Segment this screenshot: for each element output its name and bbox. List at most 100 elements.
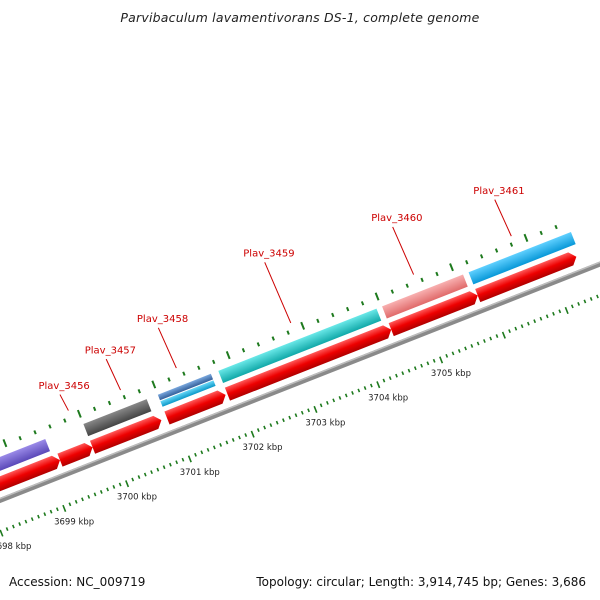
kbp-tick — [583, 299, 587, 304]
kbp-tick — [219, 442, 223, 447]
kbp-tick — [577, 301, 581, 306]
genome-backbone-highlight — [0, 222, 600, 517]
kbp-tick — [244, 433, 248, 437]
kbp-tick — [526, 321, 530, 326]
kbp-tick — [451, 351, 455, 356]
outer-tick — [256, 342, 261, 347]
kbp-tick — [501, 331, 506, 339]
kbp-tick — [307, 408, 310, 413]
kbp-tick — [125, 480, 130, 488]
svg-text:3704 kbp: 3704 kbp — [368, 394, 408, 404]
outer-tick — [346, 306, 350, 312]
outer-tick — [225, 351, 231, 360]
kbp-tick — [225, 440, 229, 445]
kbp-label: 3705 kbp — [431, 369, 471, 379]
genome-summary-text: Topology: circular; Length: 3,914,745 bp… — [256, 575, 586, 589]
kbp-tick — [112, 485, 116, 489]
gene-feature-bar — [0, 439, 50, 478]
svg-text:3700 kbp: 3700 kbp — [117, 493, 157, 503]
svg-text:3705 kbp: 3705 kbp — [431, 369, 471, 379]
kbp-tick — [175, 460, 179, 465]
outer-tick — [63, 418, 67, 423]
kbp-tick — [118, 482, 122, 487]
gene-label[interactable]: Plav_3457 — [85, 345, 136, 356]
kbp-tick — [194, 452, 197, 457]
outer-tick — [479, 254, 484, 259]
kbp-tick — [181, 457, 185, 462]
kbp-label: 3702 kbp — [243, 443, 283, 453]
outer-tick — [167, 377, 171, 382]
kbp-tick — [81, 497, 84, 502]
kbp-tick — [250, 430, 255, 438]
kbp-tick — [363, 386, 367, 390]
kbp-tick-track: 3698 kbp 3699 kbp 3700 kbp 3701 kbp 3702 kbp… — [0, 294, 599, 552]
kbp-tick — [558, 309, 562, 314]
outer-tick — [509, 242, 514, 247]
gene-label[interactable]: Plav_3459 — [243, 249, 294, 260]
cds-arrow — [475, 252, 577, 303]
gene-callouts: Plav_3456 Plav_3457 Plav_3458 Plav_3459 Plav… — [38, 186, 525, 411]
kbp-tick — [256, 428, 260, 432]
outer-tick — [76, 409, 82, 418]
outer-tick — [107, 400, 112, 406]
kbp-tick — [514, 326, 518, 331]
kbp-label: 3699 kbp — [54, 517, 94, 527]
kbp-tick — [439, 356, 444, 364]
cds-arrow — [224, 325, 392, 401]
kbp-tick — [508, 329, 511, 334]
svg-text:3703 kbp: 3703 kbp — [305, 418, 345, 428]
gene-label[interactable]: Plav_3461 — [473, 186, 524, 197]
outer-tick — [316, 318, 320, 324]
kbp-tick — [99, 490, 103, 494]
kbp-tick — [263, 425, 266, 430]
outer-tick — [33, 430, 37, 435]
outer-tick — [122, 394, 127, 400]
kbp-tick — [282, 418, 285, 423]
gene-label[interactable]: Plav_3460 — [371, 213, 422, 224]
kbp-tick — [143, 472, 147, 477]
kbp-tick — [313, 405, 318, 413]
kbp-tick — [18, 522, 22, 527]
kbp-tick — [395, 373, 398, 378]
gene-leader-line — [105, 358, 121, 391]
gene-feature-bar — [83, 399, 152, 437]
gene-label[interactable]: Plav_3456 — [38, 381, 89, 392]
kbp-tick — [420, 363, 423, 368]
cds-arrow — [164, 390, 226, 425]
kbp-tick — [93, 492, 97, 497]
svg-text:3698 kbp: 3698 kbp — [0, 542, 31, 552]
kbp-tick — [212, 445, 216, 450]
outer-tick — [18, 435, 22, 441]
outer-tick — [360, 301, 365, 306]
kbp-tick — [388, 376, 392, 381]
cds-arrow — [57, 442, 93, 467]
kbp-tick — [131, 477, 135, 482]
svg-text:Plav_3461: Plav_3461 — [473, 186, 524, 197]
gene-feature-bar — [157, 373, 214, 401]
kbp-tick — [457, 348, 461, 353]
kbp-tick — [489, 336, 493, 341]
outer-tick — [197, 365, 201, 371]
kbp-tick — [294, 413, 298, 418]
kbp-tick — [357, 388, 361, 393]
kbp-tick — [344, 393, 348, 398]
kbp-label: 3698 kbp — [0, 542, 31, 552]
kbp-tick — [24, 519, 28, 524]
kbp-tick — [12, 524, 15, 529]
kbp-tick — [476, 341, 480, 346]
kbp-tick — [68, 502, 72, 507]
gene-label[interactable]: Plav_3458 — [137, 314, 188, 325]
kbp-tick — [401, 371, 405, 376]
kbp-tick — [162, 465, 166, 470]
outer-tick — [420, 277, 424, 283]
kbp-tick — [269, 423, 273, 428]
kbp-tick — [0, 529, 4, 537]
cds-arrow — [0, 455, 60, 496]
kbp-tick — [564, 306, 569, 315]
svg-text:Plav_3459: Plav_3459 — [243, 249, 294, 260]
svg-text:Plav_3457: Plav_3457 — [85, 345, 136, 356]
kbp-tick — [533, 319, 537, 324]
kbp-tick — [520, 324, 524, 329]
gene-leader-line — [157, 327, 177, 369]
outer-tick — [212, 359, 216, 365]
